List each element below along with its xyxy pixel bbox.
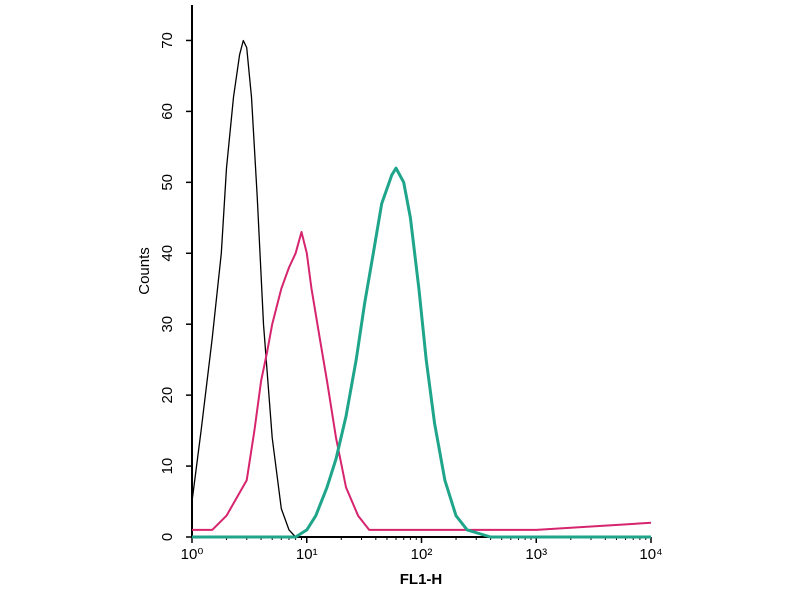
y-tick-label: 70 <box>159 32 176 49</box>
y-tick-label: 0 <box>159 533 176 541</box>
x-tick-label: 10⁰ <box>181 546 204 563</box>
y-tick-label: 30 <box>159 316 176 333</box>
x-tick-label: 10³ <box>525 546 547 563</box>
histogram-line <box>191 39 307 538</box>
y-tick-label: 60 <box>159 103 176 120</box>
y-tick-label: 50 <box>159 174 176 191</box>
histogram-line <box>192 231 652 531</box>
x-axis-label: FL1-H <box>400 571 443 588</box>
y-tick-label: 40 <box>159 245 176 262</box>
y-axis-label: Counts <box>136 247 153 295</box>
x-tick-label: 10² <box>411 546 433 563</box>
y-tick-label: 10 <box>159 458 176 475</box>
histogram-line <box>192 166 651 539</box>
x-tick-label: 10⁴ <box>639 546 662 563</box>
x-tick-label: 10¹ <box>296 546 318 563</box>
y-tick-label: 20 <box>159 387 176 404</box>
